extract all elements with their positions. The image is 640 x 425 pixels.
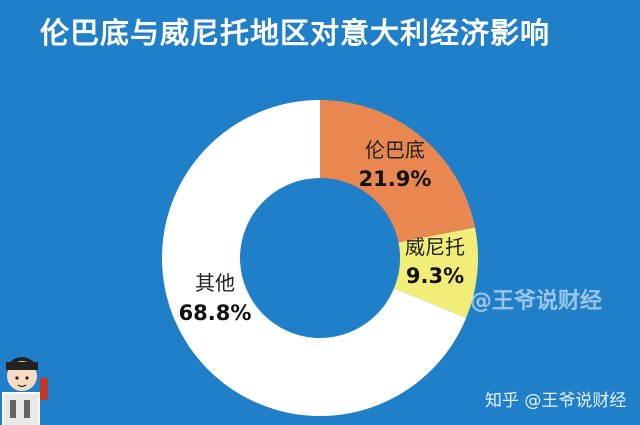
slice-labels: 伦巴底 21.9% 威尼托 9.3% 其他 68.8% (179, 138, 465, 325)
slice-name-lombardy: 伦巴底 (365, 138, 425, 162)
center-label-line2: 占比 (290, 256, 350, 291)
slice-value-lombardy: 21.9% (359, 167, 432, 191)
slice-value-other: 68.8% (179, 301, 252, 325)
center-label-line1: GDP (284, 220, 356, 255)
watermark-bottom: 知乎 @王爷说财经 (485, 391, 627, 411)
slice-name-other: 其他 (195, 271, 235, 295)
donut-slices (162, 100, 478, 416)
donut-slice-veneto (394, 227, 478, 319)
slice-value-veneto: 9.3% (406, 264, 464, 288)
chart-title: 伦巴底与威尼托地区对意大利经济影响 (40, 16, 551, 50)
slice-name-veneto: 威尼托 (405, 235, 465, 259)
donut-slice-other (162, 100, 467, 416)
cartoon-avatar (2, 357, 48, 425)
donut-slice-lombardy (320, 100, 476, 243)
watermark-overlay: @王爷说财经 (470, 289, 603, 314)
